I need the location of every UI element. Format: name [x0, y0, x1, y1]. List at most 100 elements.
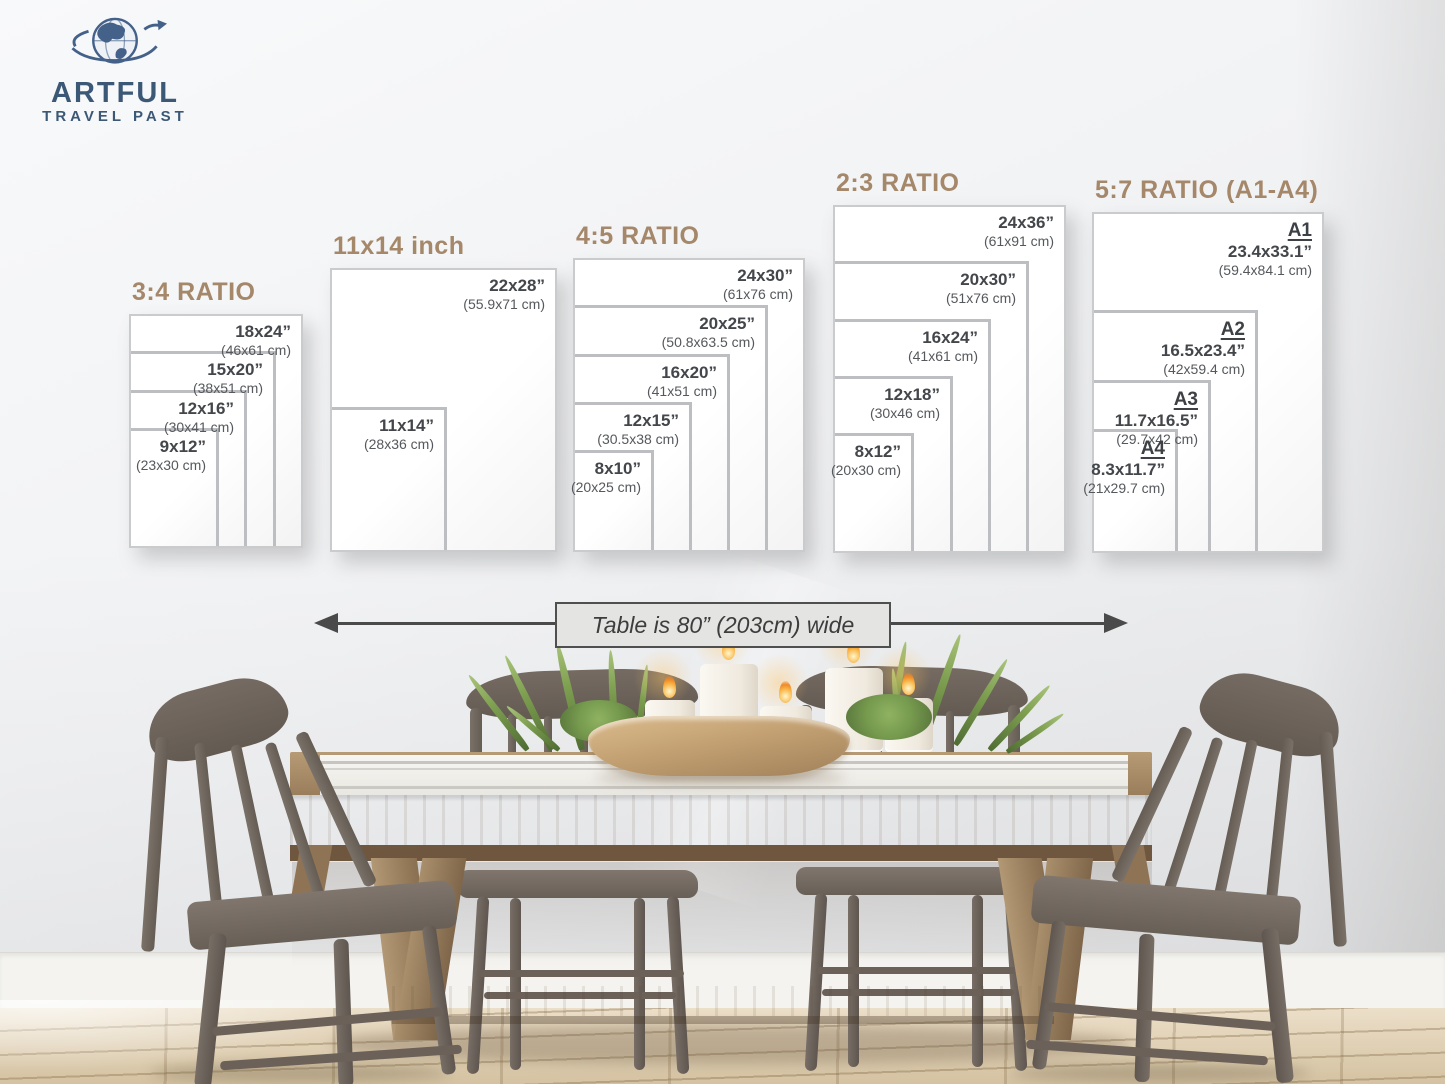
table-width-label: Table is 80” (203cm) wide — [555, 602, 891, 648]
size-panel-5-7-ratio: 5:7 RATIO (A1-A4) A1 23.4x33.1” (59.4x84… — [1083, 176, 1324, 553]
candle-glow — [631, 646, 695, 710]
table-floor-shadow — [330, 1024, 1130, 1064]
candle-flame — [663, 676, 676, 698]
size-label: 22x28” (55.9x71 cm) — [463, 276, 545, 313]
size-inches: 20x25” — [699, 314, 755, 333]
chair-spindle — [141, 736, 169, 952]
dining-chair-front-right — [1008, 662, 1349, 1084]
size-cm: (51x76 cm) — [945, 290, 1016, 307]
chair-spindle — [1319, 731, 1347, 947]
size-cm: (28x36 cm) — [363, 436, 434, 453]
size-label: A2 16.5x23.4” (42x59.4 cm) — [1161, 319, 1245, 378]
dining-chair-front-left — [139, 667, 480, 1084]
panel-title: 5:7 RATIO (A1-A4) — [1095, 176, 1319, 204]
table-apron — [290, 845, 1152, 861]
size-label: 20x25” (50.8x63.5 cm) — [662, 314, 755, 351]
panel-title: 3:4 RATIO — [132, 278, 256, 306]
size-inches: 18x24” — [235, 322, 291, 341]
size-panel-3-4-ratio: 3:4 RATIO 18x24” (46x61 cm) 15x20” (38x5… — [129, 278, 303, 548]
size-label: A1 23.4x33.1” (59.4x84.1 cm) — [1219, 220, 1312, 279]
chair-leg — [1134, 933, 1155, 1083]
size-cm: (20x30 cm) — [830, 462, 901, 479]
size-box-8x12 — [835, 433, 914, 551]
size-inches: 23.4x33.1” — [1227, 242, 1312, 262]
chair-floor-shadow — [1010, 1064, 1310, 1082]
size-inches: 11.7x16.5” — [1114, 411, 1198, 431]
size-cm: (23x30 cm) — [135, 457, 206, 474]
size-inches: 16x24” — [922, 328, 978, 347]
size-inches: 8x10” — [594, 459, 641, 478]
size-label: 24x36” (61x91 cm) — [984, 213, 1054, 250]
panel-title: 4:5 RATIO — [576, 222, 700, 250]
chair-stretcher — [478, 970, 684, 977]
chair-leg — [634, 898, 645, 1070]
size-cm: (59.4x84.1 cm) — [1218, 262, 1312, 279]
globe-orbit-icon — [71, 17, 167, 64]
size-inches: 11x14” — [379, 416, 434, 435]
size-cm: (61x76 cm) — [722, 286, 793, 303]
chair-stretcher — [816, 967, 1022, 974]
size-label: 20x30” (51x76 cm) — [946, 270, 1016, 307]
size-inches: 12x15” — [623, 411, 679, 430]
panel-title: 2:3 RATIO — [836, 169, 960, 197]
chair-stretcher — [484, 992, 676, 999]
size-box-a4 — [1094, 429, 1178, 551]
size-label: 16x20” (41x51 cm) — [647, 363, 717, 400]
paper-size-name: A3 — [1173, 389, 1198, 410]
panel-title: 11x14 inch — [333, 232, 465, 260]
size-label: 8x10” (20x25 cm) — [571, 459, 641, 496]
size-label: 8x12” (20x30 cm) — [831, 442, 901, 479]
size-label: 18x24” (46x61 cm) — [221, 322, 291, 359]
size-cm: (42x59.4 cm) — [1163, 361, 1245, 378]
chair-stretcher — [822, 989, 1014, 996]
size-label: 12x16” (30x41 cm) — [164, 399, 234, 436]
size-panel-4-5-ratio: 4:5 RATIO 24x30” (61x76 cm) 20x25” (50.8… — [571, 222, 805, 552]
chair-spindle — [946, 711, 954, 757]
size-cm: (21x29.7 cm) — [1083, 480, 1165, 497]
size-cm: (20x25 cm) — [570, 479, 641, 496]
size-label: 12x18” (30x46 cm) — [870, 385, 940, 422]
size-label: A4 8.3x11.7” (21x29.7 cm) — [1083, 438, 1165, 497]
table-stretcher-beam — [392, 986, 1054, 1016]
chair-seat — [796, 867, 1036, 895]
size-label: 24x30” (61x76 cm) — [723, 266, 793, 303]
size-cm: (29.7x42 cm) — [1116, 431, 1198, 448]
size-cm: (46x61 cm) — [220, 342, 291, 359]
paper-size-name: A2 — [1220, 319, 1245, 340]
chair-leg — [510, 898, 521, 1070]
brand-tagline: TRAVEL PAST — [42, 108, 188, 126]
chair-seat — [186, 879, 458, 951]
chair-spindle — [470, 708, 482, 760]
size-box-11x14 — [332, 407, 447, 550]
succulent — [846, 694, 932, 740]
size-cm: (61x91 cm) — [983, 233, 1054, 250]
size-inches: 12x18” — [884, 385, 940, 404]
size-inches: 24x30” — [737, 266, 793, 285]
size-label: 11x14” (28x36 cm) — [364, 416, 434, 453]
brand-name: ARTFUL — [51, 77, 179, 109]
chair-leg — [972, 895, 983, 1067]
size-inches: 20x30” — [960, 270, 1016, 289]
brand-logo: ARTFUL TRAVEL PAST — [30, 14, 200, 126]
size-box-8x10 — [575, 450, 654, 550]
wooden-dough-bowl — [588, 716, 850, 776]
size-label: 9x12” (23x30 cm) — [136, 437, 206, 474]
size-label: 15x20” (38x51 cm) — [193, 360, 263, 397]
size-cm: (41x51 cm) — [646, 383, 717, 400]
size-cm: (50.8x63.5 cm) — [661, 334, 755, 351]
chair-seat — [458, 870, 698, 898]
chair-stretcher — [212, 1006, 444, 1037]
candle-flame — [902, 673, 915, 695]
paper-size-name: A4 — [1140, 438, 1165, 459]
size-box-9x12 — [131, 428, 219, 546]
chair-leg — [666, 895, 690, 1075]
size-inches: 9x12” — [159, 437, 206, 456]
chair-stretcher — [1044, 1001, 1276, 1032]
size-inches: 24x36” — [998, 213, 1054, 232]
chair-leg — [848, 895, 859, 1067]
runner-stripe — [320, 786, 1128, 789]
size-panel-11x14: 11x14 inch 22x28” (55.9x71 cm) 11x14” (2… — [330, 232, 557, 552]
size-cm: (30x46 cm) — [869, 405, 940, 422]
size-inches: 12x16” — [178, 399, 234, 418]
